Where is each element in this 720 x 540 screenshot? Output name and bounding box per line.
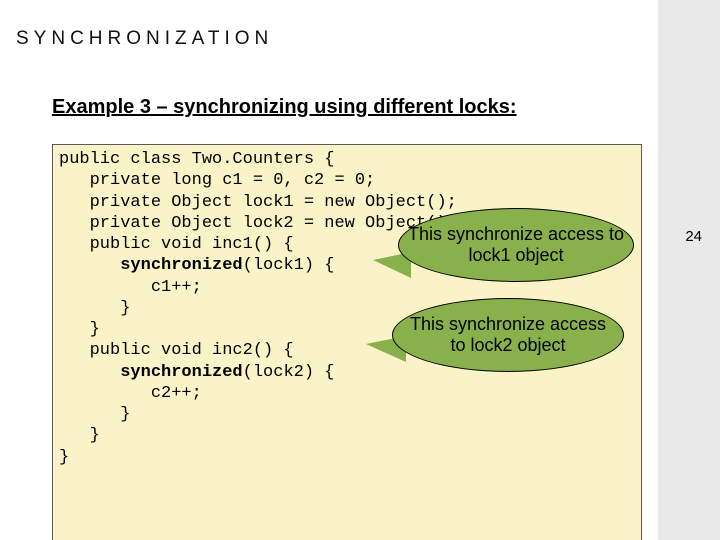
callout-text: This synchronize access to lock2 object (401, 314, 615, 355)
code-line: } (59, 404, 635, 425)
callout-text: This synchronize access to lock1 object (407, 224, 625, 265)
page-number: 24 (685, 228, 702, 245)
code-line: } (59, 447, 635, 468)
code-indent (59, 363, 120, 382)
keyword-synchronized: synchronized (120, 256, 242, 275)
code-line: c2++; (59, 383, 635, 404)
example-subtitle: Example 3 – synchronizing using differen… (52, 96, 517, 119)
page-title: SYNCHRONIZATION (16, 28, 273, 50)
code-line: private long c1 = 0, c2 = 0; (59, 170, 635, 191)
callout-lock1: This synchronize access to lock1 object (398, 208, 634, 282)
code-rest: (lock2) { (243, 363, 335, 382)
callout-lock2: This synchronize access to lock2 object (392, 298, 624, 372)
code-line: public class Two.Counters { (59, 149, 635, 170)
keyword-synchronized: synchronized (120, 363, 242, 382)
code-line: } (59, 425, 635, 446)
right-strip (658, 0, 720, 540)
code-rest: (lock1) { (243, 256, 335, 275)
code-indent (59, 256, 120, 275)
